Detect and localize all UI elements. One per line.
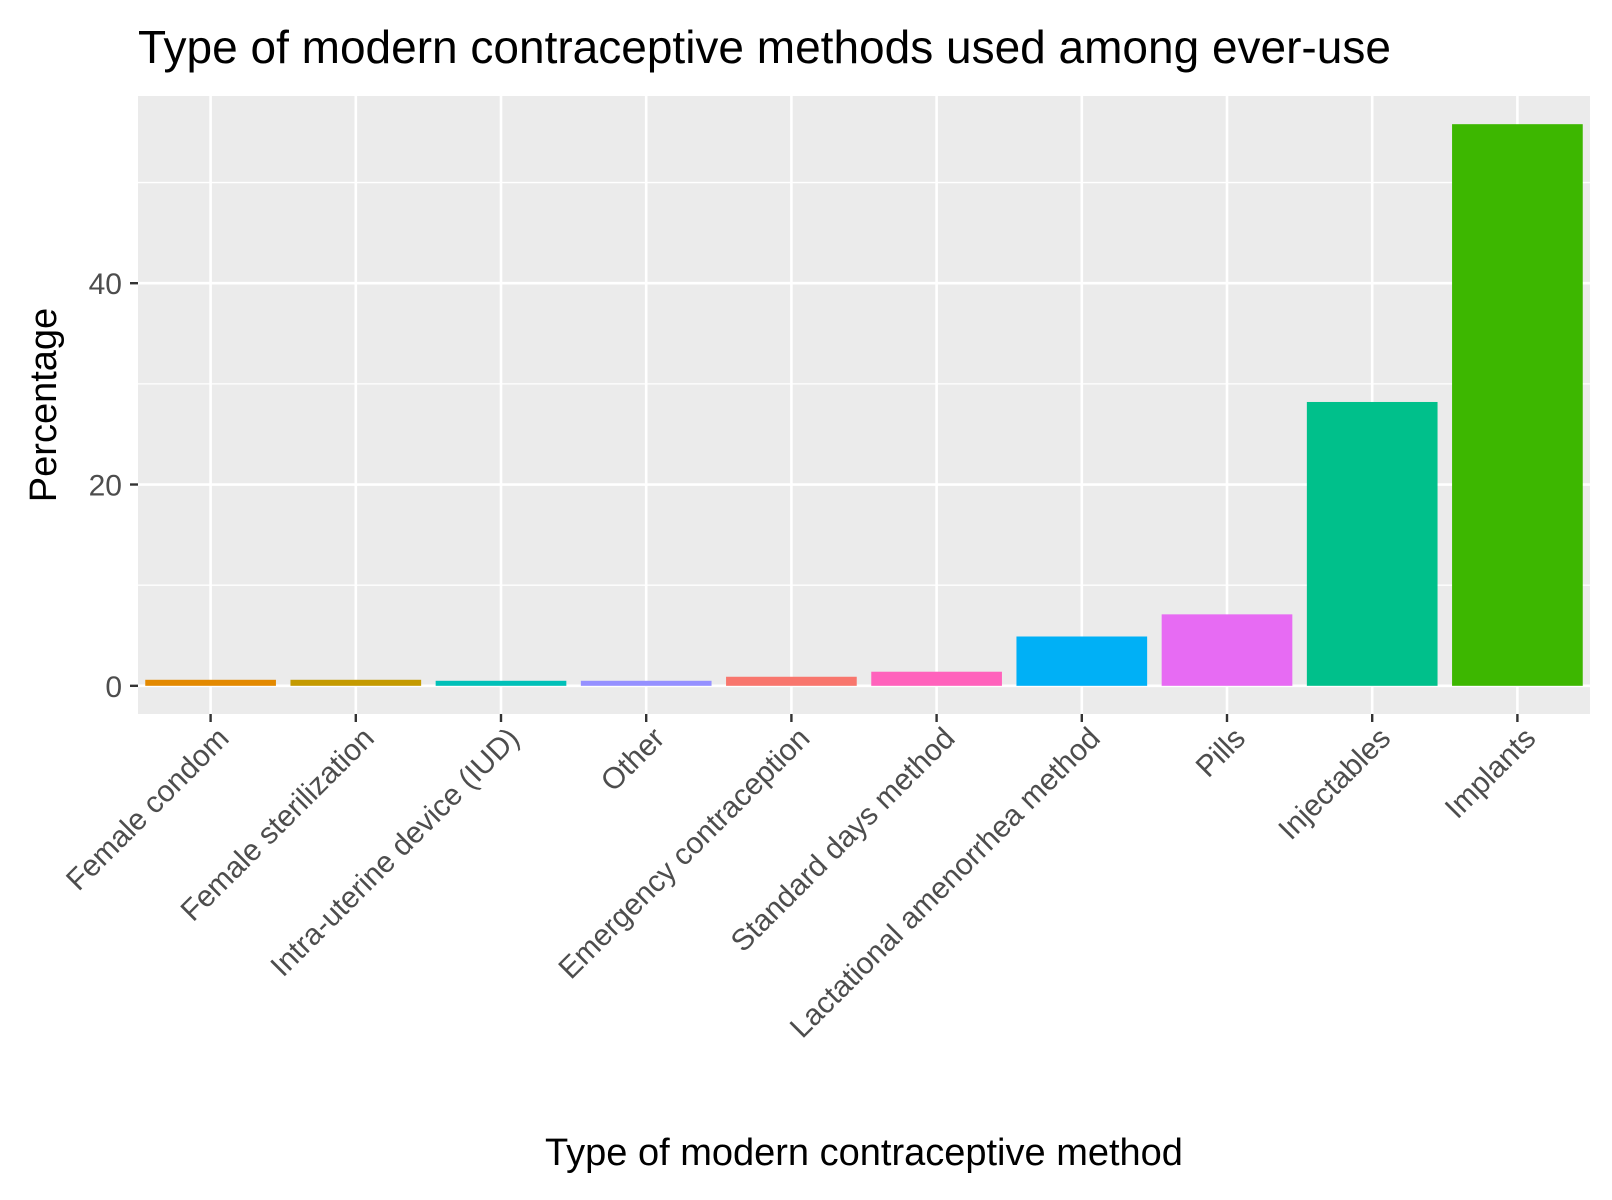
bar-injectables	[1306, 401, 1438, 686]
y-tick-label: 0	[105, 671, 122, 704]
x-tick-label: Pills	[1190, 722, 1252, 784]
y-tick-label: 40	[89, 268, 122, 301]
x-axis-title: Type of modern contraceptive method	[545, 1132, 1183, 1174]
x-tick-label: Other	[595, 722, 671, 798]
bar-implants	[1452, 124, 1583, 686]
bars-layer	[145, 124, 1583, 686]
bar-lactational-amenorrhea-method	[1016, 636, 1148, 686]
y-axis-title: Percentage	[23, 308, 65, 502]
bar-other	[580, 680, 712, 686]
bar-female-condom	[145, 679, 276, 686]
y-tick-label: 20	[89, 470, 122, 503]
bar-emergency-contraception	[726, 676, 857, 686]
bar-intra-uterine-device-iud	[435, 680, 567, 686]
bar-female-sterilization	[290, 679, 422, 686]
chart-title: Type of modern contraceptive methods use…	[138, 21, 1391, 73]
x-tick-label: Injectables	[1272, 722, 1397, 847]
bar-pills	[1161, 614, 1293, 686]
x-tick-label: Implants	[1439, 722, 1543, 826]
x-tick-label: Lactational amenorrhea method	[784, 722, 1107, 1045]
x-tick-label: Intra-uterine device (IUD)	[264, 722, 525, 983]
x-tick-label: Emergency contraception	[552, 722, 816, 986]
bar-standard-days-method	[871, 671, 1002, 686]
